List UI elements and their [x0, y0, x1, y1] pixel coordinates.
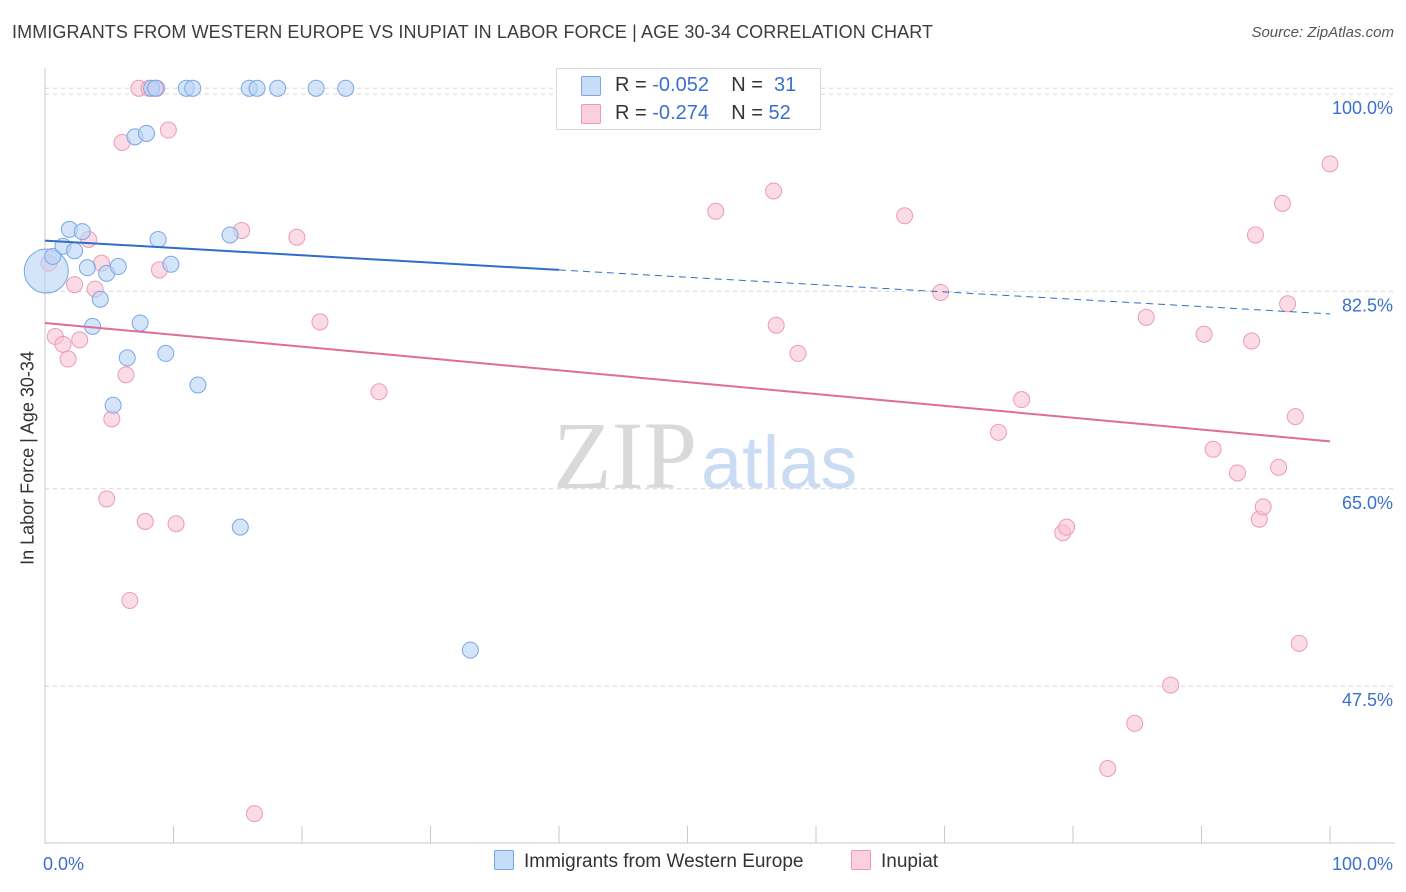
data-point-inupiat — [1195, 325, 1213, 343]
data-point-inupiat — [159, 121, 177, 139]
data-point-inupiat — [66, 276, 84, 294]
data-point-inupiat — [121, 591, 139, 609]
data-point-inupiat — [1286, 408, 1304, 426]
data-point-western-europe — [78, 259, 96, 277]
y-tick-label: 47.5% — [1342, 690, 1393, 710]
data-point-inupiat — [1137, 308, 1155, 326]
data-point-western-europe — [44, 247, 62, 265]
data-point-inupiat — [989, 423, 1007, 441]
legend-stats-western-europe: R = -0.052 N = 31 — [615, 74, 797, 96]
data-point-inupiat — [707, 202, 725, 220]
data-point-inupiat — [117, 366, 135, 384]
data-point-inupiat — [1279, 295, 1297, 313]
data-point-western-europe — [162, 255, 180, 273]
source-credit: Source: ZipAtlas.com — [1251, 24, 1394, 41]
trendline-inupiat — [44, 321, 1331, 443]
data-point-inupiat — [54, 335, 72, 353]
watermark-zip: ZIP — [553, 402, 697, 509]
data-point-inupiat — [1126, 714, 1144, 732]
y-tick-label: 65.0% — [1342, 493, 1393, 513]
data-point-inupiat — [1013, 391, 1031, 409]
data-point-inupiat — [765, 182, 783, 200]
data-point-western-europe — [109, 258, 127, 276]
legend-label-western-europe: Immigrants from Western Europe — [524, 851, 804, 872]
correlation-legend: R = -0.052 N = 31 R = -0.274 N = 52 — [556, 68, 821, 130]
legend-item-western-europe: Immigrants from Western Europe — [494, 850, 803, 873]
data-point-western-europe — [118, 349, 136, 367]
data-point-inupiat — [1058, 518, 1076, 536]
data-point-western-europe — [66, 242, 84, 260]
grid-layer — [45, 87, 1395, 687]
data-point-inupiat — [288, 228, 306, 246]
y-tick-label: 100.0% — [1332, 98, 1393, 118]
data-point-inupiat — [767, 316, 785, 334]
data-point-inupiat — [136, 512, 154, 530]
data-point-western-europe — [131, 314, 149, 332]
data-point-western-europe — [189, 376, 207, 394]
x-tick-label: 0.0% — [43, 854, 84, 874]
data-point-inupiat — [1204, 440, 1222, 458]
data-point-inupiat — [1099, 760, 1117, 778]
tick-labels-layer: 100.0% 82.5% 65.0% 47.5% 0.0% 100.0% — [43, 98, 1393, 874]
trend-layer — [44, 239, 1331, 443]
y-axis-label: In Labor Force | Age 30-34 — [17, 351, 38, 565]
data-point-inupiat — [1321, 155, 1339, 173]
data-point-western-europe — [149, 230, 167, 248]
trendline-western-europe — [44, 239, 560, 271]
data-point-western-europe — [337, 79, 355, 97]
legend-swatch-pink — [581, 104, 601, 124]
data-point-western-europe — [147, 79, 165, 97]
legend-swatch-pink — [851, 850, 871, 870]
data-point-inupiat — [370, 383, 388, 401]
data-point-inupiat — [311, 313, 329, 331]
data-point-western-europe — [269, 79, 287, 97]
data-point-inupiat — [1162, 676, 1180, 694]
data-point-inupiat — [245, 805, 263, 823]
trendline-western-europe-extrapolated — [558, 269, 1331, 315]
data-point-inupiat — [167, 515, 185, 533]
legend-item-inupiat: Inupiat — [851, 850, 938, 873]
data-point-inupiat — [59, 350, 77, 368]
data-point-western-europe — [231, 518, 249, 536]
legend-swatch-blue — [494, 850, 514, 870]
legend-label-inupiat: Inupiat — [881, 851, 939, 872]
data-point-western-europe — [104, 396, 122, 414]
legend-stats-inupiat: R = -0.274 N = 52 — [615, 102, 791, 124]
data-point-western-europe — [157, 344, 175, 362]
data-point-inupiat — [1290, 634, 1308, 652]
data-point-inupiat — [1243, 332, 1261, 350]
data-point-inupiat — [1270, 458, 1288, 476]
x-tick-label: 100.0% — [1332, 854, 1393, 874]
data-point-western-europe — [91, 290, 109, 308]
data-point-inupiat — [896, 207, 914, 225]
data-point-western-europe — [73, 223, 91, 241]
y-tick-label: 82.5% — [1342, 295, 1393, 315]
data-point-inupiat — [98, 490, 116, 508]
data-point-western-europe — [248, 79, 266, 97]
data-point-western-europe — [307, 79, 325, 97]
data-point-inupiat — [1254, 498, 1272, 516]
chart-title: IMMIGRANTS FROM WESTERN EUROPE VS INUPIA… — [12, 22, 934, 42]
data-point-western-europe — [461, 641, 479, 659]
legend-swatch-blue — [581, 76, 601, 96]
data-point-western-europe — [138, 124, 156, 142]
data-point-inupiat — [1228, 464, 1246, 482]
zipatlas-watermark: ZIPatlas — [553, 400, 857, 511]
data-point-western-europe — [184, 79, 202, 97]
data-point-inupiat — [1273, 194, 1291, 212]
points-layer — [23, 79, 1339, 823]
data-point-western-europe — [221, 226, 239, 244]
watermark-atlas: atlas — [701, 421, 858, 504]
data-point-inupiat — [789, 344, 807, 362]
data-point-inupiat — [71, 331, 89, 349]
axis-layer — [44, 68, 1395, 844]
data-point-inupiat — [1246, 226, 1264, 244]
